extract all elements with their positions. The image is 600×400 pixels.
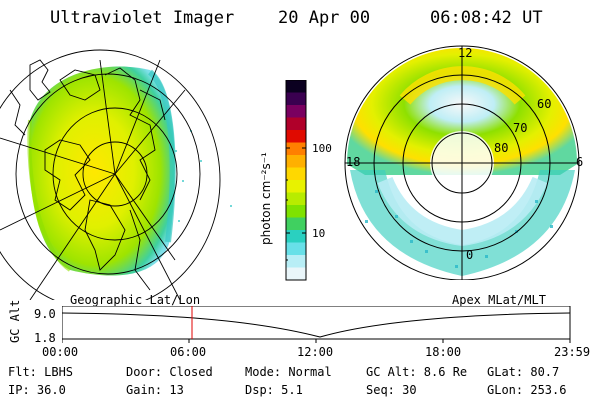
apex-polar-plot [344, 45, 580, 280]
polar-grid [344, 45, 580, 280]
coastlines [9, 59, 166, 291]
date-label: 20 Apr 00 [278, 8, 371, 28]
app-title: Ultraviolet Imager [50, 8, 235, 28]
colorbar-tick-100: 100 [312, 142, 332, 155]
color-scale-band [286, 242, 306, 256]
colorbar-label: photon cm⁻²s⁻¹ [259, 152, 273, 245]
color-scale-band [286, 130, 306, 143]
color-scale-band [286, 167, 306, 181]
color-scale-band [286, 217, 306, 231]
color-scale-band [286, 117, 306, 131]
color-scale-band [286, 180, 306, 193]
mode-value: Mode: Normal [245, 365, 332, 379]
mlt-label-0: 0 [466, 248, 474, 262]
time-label: 06:08:42 UT [430, 8, 543, 28]
nightside-emission [350, 170, 575, 276]
geographic-label: Geographic Lat/Lon [70, 293, 201, 307]
color-scale-band [286, 230, 306, 243]
color-scale-band [286, 192, 306, 206]
timeline-xtick-0600: 06:00 [170, 345, 207, 359]
color-scale-band [286, 267, 306, 281]
seq-value: Seq: 30 [366, 383, 417, 397]
color-scale-band [286, 155, 306, 168]
apex-label: Apex MLat/MLT [452, 293, 546, 307]
glon-value: GLon: 253.6 [487, 383, 567, 397]
altitude-timeline [62, 306, 571, 343]
timeline-xtick-1200: 12:00 [297, 345, 334, 359]
mlt-label-12: 12 [458, 46, 473, 60]
timeline-ytick-top: 9.0 [34, 307, 56, 321]
mlat-label-80: 80 [494, 141, 509, 155]
door-value: Door: Closed [126, 365, 213, 379]
altitude-curve [62, 312, 571, 338]
color-scale-band [286, 80, 306, 93]
mlt-label-18: 18 [346, 155, 361, 169]
timeline-xtick-2359: 23:59 [554, 345, 591, 359]
color-scale-band [286, 255, 306, 268]
mlat-label-60: 60 [537, 97, 552, 111]
ip-value: IP: 36.0 [8, 383, 66, 397]
timeline-ytick-bottom: 1.8 [34, 331, 56, 345]
color-scale-band [286, 205, 306, 218]
color-scale-band [286, 142, 306, 156]
color-scale-band [286, 105, 306, 118]
color-scale [285, 80, 307, 281]
timeline-xtick-1800: 18:00 [425, 345, 462, 359]
geographic-image [0, 49, 232, 300]
glat-value: GLat: 80.7 [487, 365, 560, 379]
mlat-label-70: 70 [513, 121, 528, 135]
dsp-value: Dsp: 5.1 [245, 383, 303, 397]
gc-altitude-value: GC Alt: 8.6 Re [366, 365, 468, 379]
colorbar-tick-10: 10 [312, 227, 326, 240]
gain-value: Gain: 13 [126, 383, 184, 397]
color-scale-bar [286, 80, 306, 281]
timeline-xtick-0000: 00:00 [42, 345, 79, 359]
mlt-label-6: 6 [576, 155, 584, 169]
filter-value: Flt: LBHS [8, 365, 74, 379]
timeline-ylabel: GC Alt [8, 299, 22, 343]
color-scale-band [286, 92, 306, 106]
